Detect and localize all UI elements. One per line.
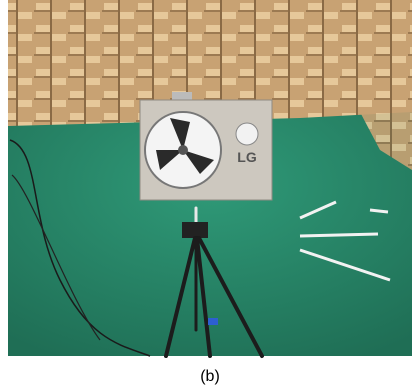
page: LG (b) (() => { const data = JSON.parse(…: [0, 0, 420, 392]
rod: [300, 234, 378, 236]
clip: [208, 318, 218, 325]
photo: LG: [8, 0, 412, 356]
rod: [370, 210, 388, 212]
caption: (b): [200, 368, 220, 385]
logo: LG: [237, 149, 257, 165]
outdoor-unit: LG: [140, 92, 272, 200]
tripod-head: [182, 222, 208, 238]
gauge: [236, 123, 258, 145]
figure: LG (b): [0, 0, 420, 392]
fan-hub: [178, 145, 188, 155]
